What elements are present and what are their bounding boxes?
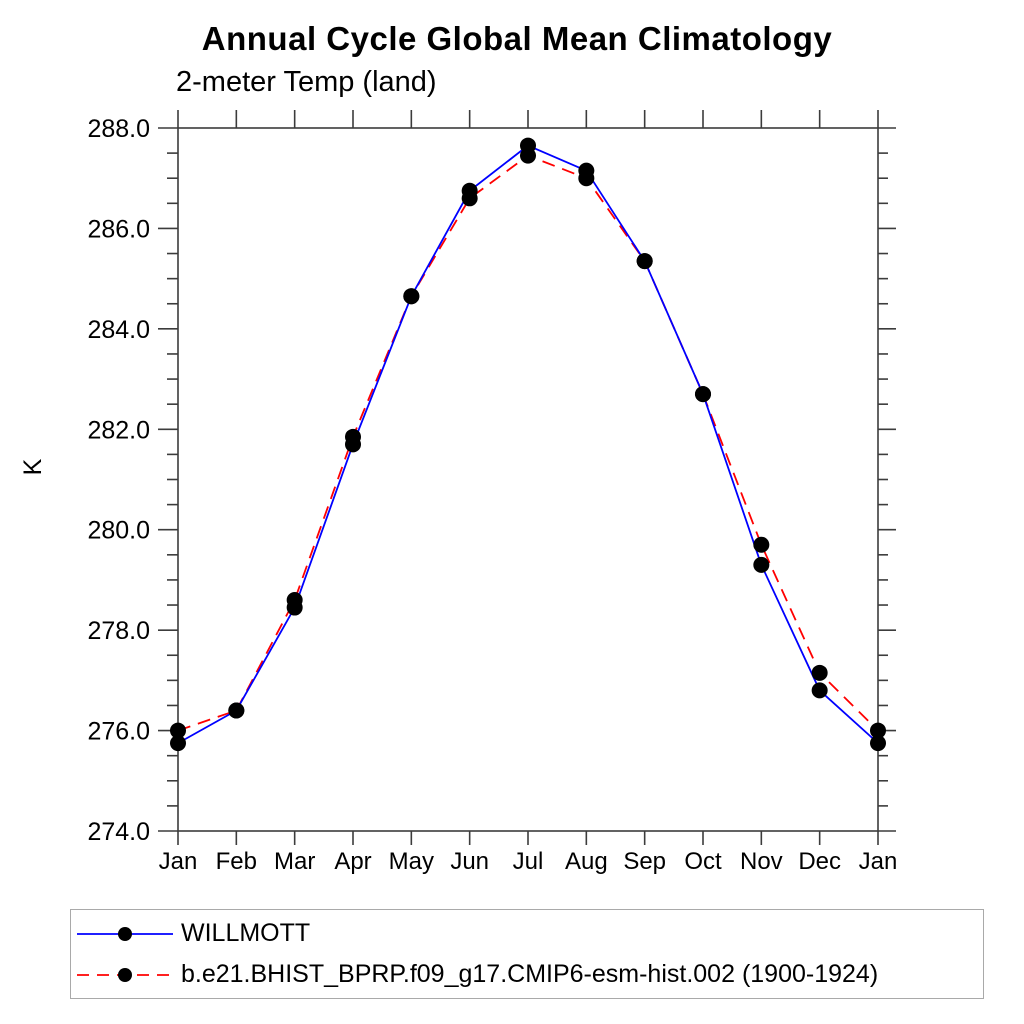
x-tick-label: Jun [450,848,489,875]
x-tick-label: Mar [274,848,315,875]
data-point [286,592,303,609]
x-axis-ticks-top [177,110,879,128]
legend-swatch-solid [77,926,173,941]
legend-entry-model: b.e21.BHIST_BPRP.f09_g17.CMIP6-esm-hist.… [74,954,983,995]
data-point [753,556,770,573]
legend-marker-dot [118,967,132,982]
legend-entry-willmott: WILLMOTT [74,913,983,954]
y-tick-label: 282.0 [87,416,150,444]
x-tick-label: Jan [159,848,198,875]
legend-box: WILLMOTT b.e21.BHIST_BPRP.f09_g17.CMIP6-… [70,909,984,999]
data-point [520,147,536,164]
legend-label-willmott: WILLMOTT [181,919,311,947]
x-tick-label: Apr [334,848,371,875]
x-tick-label: Feb [216,848,257,875]
chart-subtitle: 2-meter Temp (land) [176,66,437,98]
x-tick-label: Sep [623,848,666,875]
y-tick-label: 288.0 [87,115,150,143]
y-tick-label: 276.0 [87,718,150,746]
x-tick-label: Dec [798,848,841,875]
data-point [636,253,653,270]
data-point [578,170,595,187]
series-markers [170,137,886,752]
legend-swatch-dashed [77,967,173,982]
x-tick-label: Aug [565,848,608,875]
data-point [403,288,420,305]
y-tick-label: 274.0 [87,818,150,846]
data-point [170,722,186,739]
x-tick-label: Jan [859,848,898,875]
x-tick-labels: Jan Feb Mar Apr May Jun Jul Aug Sep Oct Nov Dec Jan [159,848,898,875]
plot-frame [177,127,879,832]
y-tick-label: 278.0 [87,617,150,645]
data-point [870,735,886,752]
data-point [228,702,245,719]
x-tick-label: Oct [684,848,722,875]
data-point [461,190,478,207]
data-point [870,722,886,739]
x-tick-label: Nov [740,848,783,875]
data-point [753,536,770,553]
y-axis-ticks-left [158,127,178,832]
series-line-0 [177,144,879,744]
y-tick-label: 280.0 [87,517,150,545]
chart-title: Annual Cycle Global Mean Climatology [201,20,833,57]
data-point [811,664,828,681]
y-axis-ticks-right [878,127,896,832]
data-point [345,428,361,445]
y-tick-label: 284.0 [87,316,150,344]
y-tick-labels: 274.0 276.0 278.0 280.0 282.0 284.0 286.0 288.0 [87,115,150,846]
legend-label-model: b.e21.BHIST_BPRP.f09_g17.CMIP6-esm-hist.… [181,960,879,988]
legend-marker-dot [118,926,132,941]
series-line-1 [177,154,879,732]
x-tick-label: Jul [513,848,544,875]
data-point [170,735,186,752]
x-tick-label: May [389,848,434,875]
x-axis-ticks-bottom [177,831,879,845]
y-tick-label: 286.0 [87,215,150,243]
data-point [695,386,711,403]
data-point [811,682,828,699]
